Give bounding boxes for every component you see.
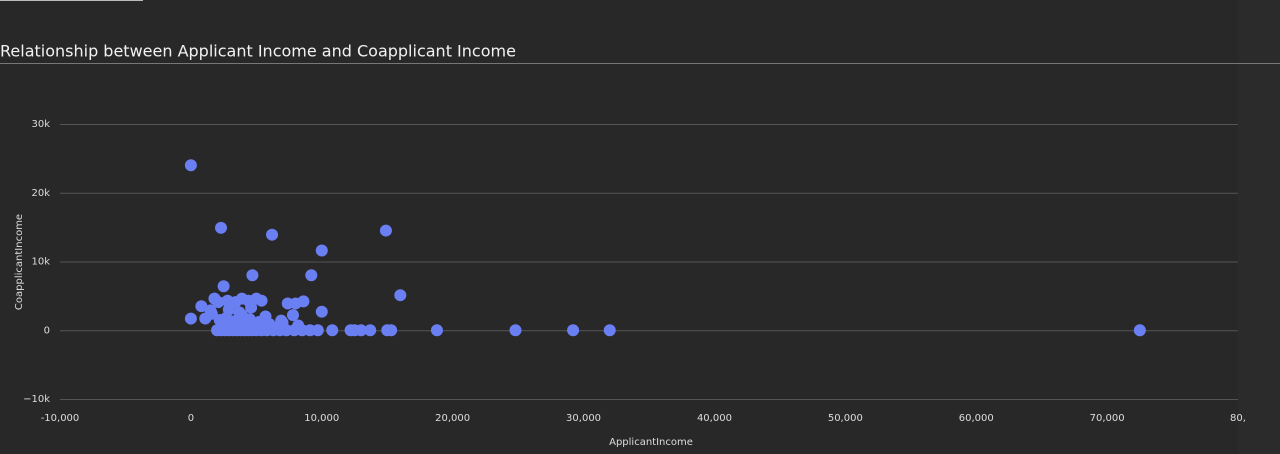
x-tick-label: 10,000 (304, 413, 339, 424)
point (385, 324, 398, 337)
x-tick-label: 20,000 (435, 413, 470, 424)
y-tick-label: 10k (31, 257, 50, 268)
point (246, 269, 259, 282)
point (289, 297, 302, 310)
y-tick-label: 30k (31, 119, 50, 130)
point (286, 309, 299, 322)
point (184, 312, 197, 325)
point (184, 159, 197, 172)
point (292, 319, 305, 332)
x-tick-label: 70,000 (1090, 413, 1125, 424)
point (275, 314, 288, 327)
point (364, 324, 377, 337)
point (212, 296, 225, 309)
point (214, 221, 227, 234)
point (394, 289, 407, 302)
x-tick-label: 0 (188, 413, 194, 424)
point (266, 228, 279, 241)
point (255, 294, 268, 307)
point (1133, 324, 1146, 337)
x-tick-label: -10,000 (41, 413, 80, 424)
point (315, 305, 328, 318)
point (305, 269, 318, 282)
y-axis-title: CoapplicantIncome (14, 214, 25, 310)
point (355, 324, 368, 337)
y-tick-label: 0 (44, 325, 50, 336)
point (603, 324, 616, 337)
x-tick-label: 60,000 (959, 413, 994, 424)
point (217, 280, 230, 293)
point (243, 313, 256, 326)
point (233, 306, 246, 319)
point (259, 310, 272, 323)
point (315, 244, 328, 257)
point (509, 324, 522, 337)
point (222, 303, 235, 316)
y-tick-label: 20k (31, 188, 50, 199)
point (205, 307, 218, 320)
point (311, 324, 324, 337)
chart-title: Relationship between Applicant Income an… (0, 42, 516, 61)
plot-background (0, 0, 1238, 454)
point (245, 301, 258, 314)
x-axis-title: ApplicantIncome (609, 437, 693, 448)
x-tick-label: 40,000 (697, 413, 732, 424)
x-tick-label: 30,000 (566, 413, 601, 424)
y-tick-label: −10k (23, 394, 50, 405)
point (379, 224, 392, 237)
point (195, 300, 208, 313)
x-tick-label: 50,000 (828, 413, 863, 424)
point (430, 324, 443, 337)
point (567, 324, 580, 337)
x-tick-label: 80, (1230, 413, 1246, 424)
point (326, 324, 339, 337)
